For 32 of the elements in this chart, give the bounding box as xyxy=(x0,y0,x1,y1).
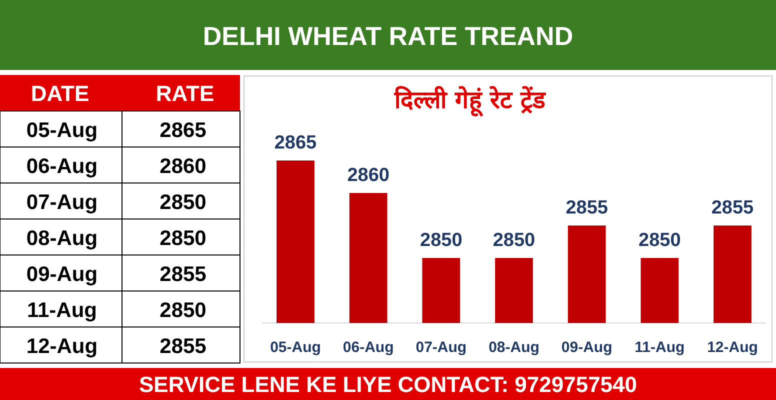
data-label: 2855 xyxy=(160,263,207,286)
category-label: 08-Aug xyxy=(26,227,98,250)
data-label: 2850 xyxy=(160,299,206,322)
x-tick-label: 07-Aug xyxy=(416,339,467,356)
data-label: 2860 xyxy=(160,155,206,178)
text: DATE xyxy=(30,81,90,106)
data-label: 2850 xyxy=(492,230,536,251)
data-label: 2855 xyxy=(711,198,754,218)
category-label: 09-Aug xyxy=(26,263,98,286)
x-tick-label: 05-Aug xyxy=(270,339,321,356)
x-tick-label: 09-Aug xyxy=(561,339,612,356)
data-label: 2865 xyxy=(160,119,207,142)
data-label: 2855 xyxy=(160,335,207,358)
chart-subtitle: दिल्ली गेहूं रेट ट्रेंड xyxy=(393,86,547,117)
text: RATE xyxy=(156,81,214,106)
x-tick-label: 06-Aug xyxy=(342,339,394,356)
data-label: 2850 xyxy=(420,230,462,251)
data-label: 2850 xyxy=(638,230,681,251)
category-label: 11-Aug xyxy=(26,299,98,322)
x-tick-label: 12-Aug xyxy=(707,339,758,356)
category-label: 07-Aug xyxy=(26,191,98,214)
data-label: 2850 xyxy=(160,227,206,250)
category-label: 05-Aug xyxy=(26,119,98,142)
data-label: 2860 xyxy=(347,165,390,186)
x-tick-label: 11-Aug xyxy=(634,339,685,356)
x-tick-label: 08-Aug xyxy=(488,339,540,356)
text: SERVICE LENE KE LIYE CONTACT: 9729757540 xyxy=(138,372,638,397)
data-label: 2855 xyxy=(566,198,608,218)
data-label: 2850 xyxy=(160,191,206,214)
data-label: 2865 xyxy=(274,132,318,154)
chart-title: DELHI WHEAT RATE TREAND xyxy=(202,21,574,51)
category-label: 06-Aug xyxy=(26,155,98,178)
